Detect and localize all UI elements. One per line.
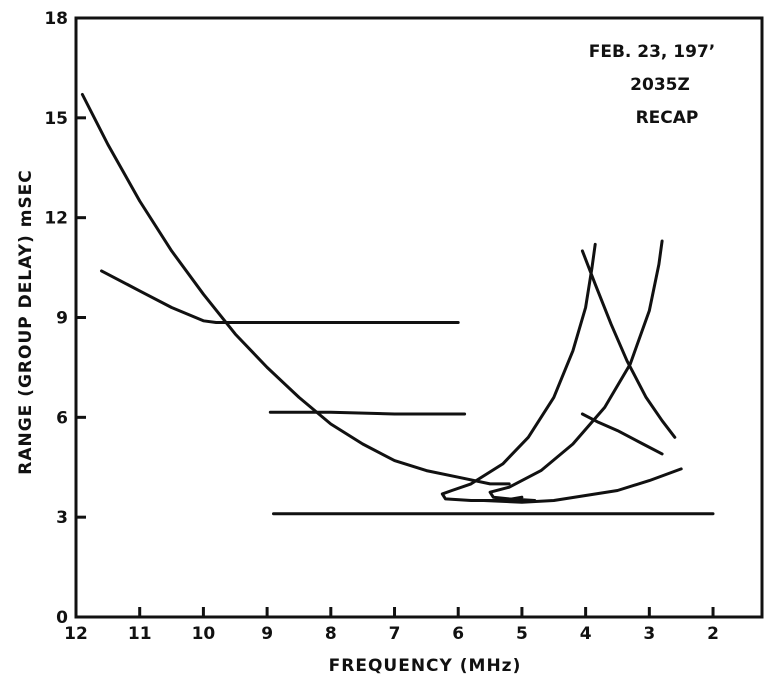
series-line-2 — [100, 269, 460, 324]
y-tick-label: 0 — [56, 608, 68, 628]
x-axis-title: FREQUENCY (MHz) — [329, 656, 522, 676]
series-line-3 — [268, 410, 467, 416]
x-tick-label: 8 — [325, 624, 337, 644]
x-tick-label: 9 — [261, 624, 273, 644]
x-axis-ticks: 12 11 10 9 8 7 6 5 4 3 2 — [64, 607, 719, 644]
series-curves — [80, 93, 715, 516]
y-tick-label: 18 — [44, 9, 68, 29]
series-line-6 — [488, 239, 664, 502]
annotation-date: FEB. 23, 197’ — [589, 42, 716, 62]
series-line-9 — [580, 412, 664, 456]
y-axis-title: RANGE (GROUP DELAY) mSEC — [16, 169, 36, 475]
x-tick-label: 2 — [707, 624, 719, 644]
annotation-label: RECAP — [636, 108, 699, 128]
x-tick-label: 10 — [192, 624, 216, 644]
x-tick-label: 12 — [64, 624, 88, 644]
series-line-7 — [482, 467, 683, 504]
annotation-time: 2035Z — [630, 75, 690, 95]
y-tick-label: 15 — [44, 109, 68, 129]
y-tick-label: 9 — [56, 309, 68, 329]
y-tick-label: 3 — [56, 508, 68, 528]
series-line-1 — [80, 93, 511, 486]
x-tick-label: 11 — [128, 624, 152, 644]
y-tick-label: 6 — [56, 408, 68, 428]
y-tick-label: 12 — [44, 209, 68, 229]
y-axis-ticks: 0 3 6 9 12 15 18 — [44, 9, 86, 628]
x-tick-label: 3 — [643, 624, 655, 644]
series-line-8 — [580, 249, 677, 439]
x-tick-label: 5 — [516, 624, 528, 644]
series-line-5 — [440, 242, 597, 502]
x-tick-label: 4 — [580, 624, 592, 644]
x-tick-label: 6 — [452, 624, 464, 644]
x-tick-label: 7 — [389, 624, 401, 644]
